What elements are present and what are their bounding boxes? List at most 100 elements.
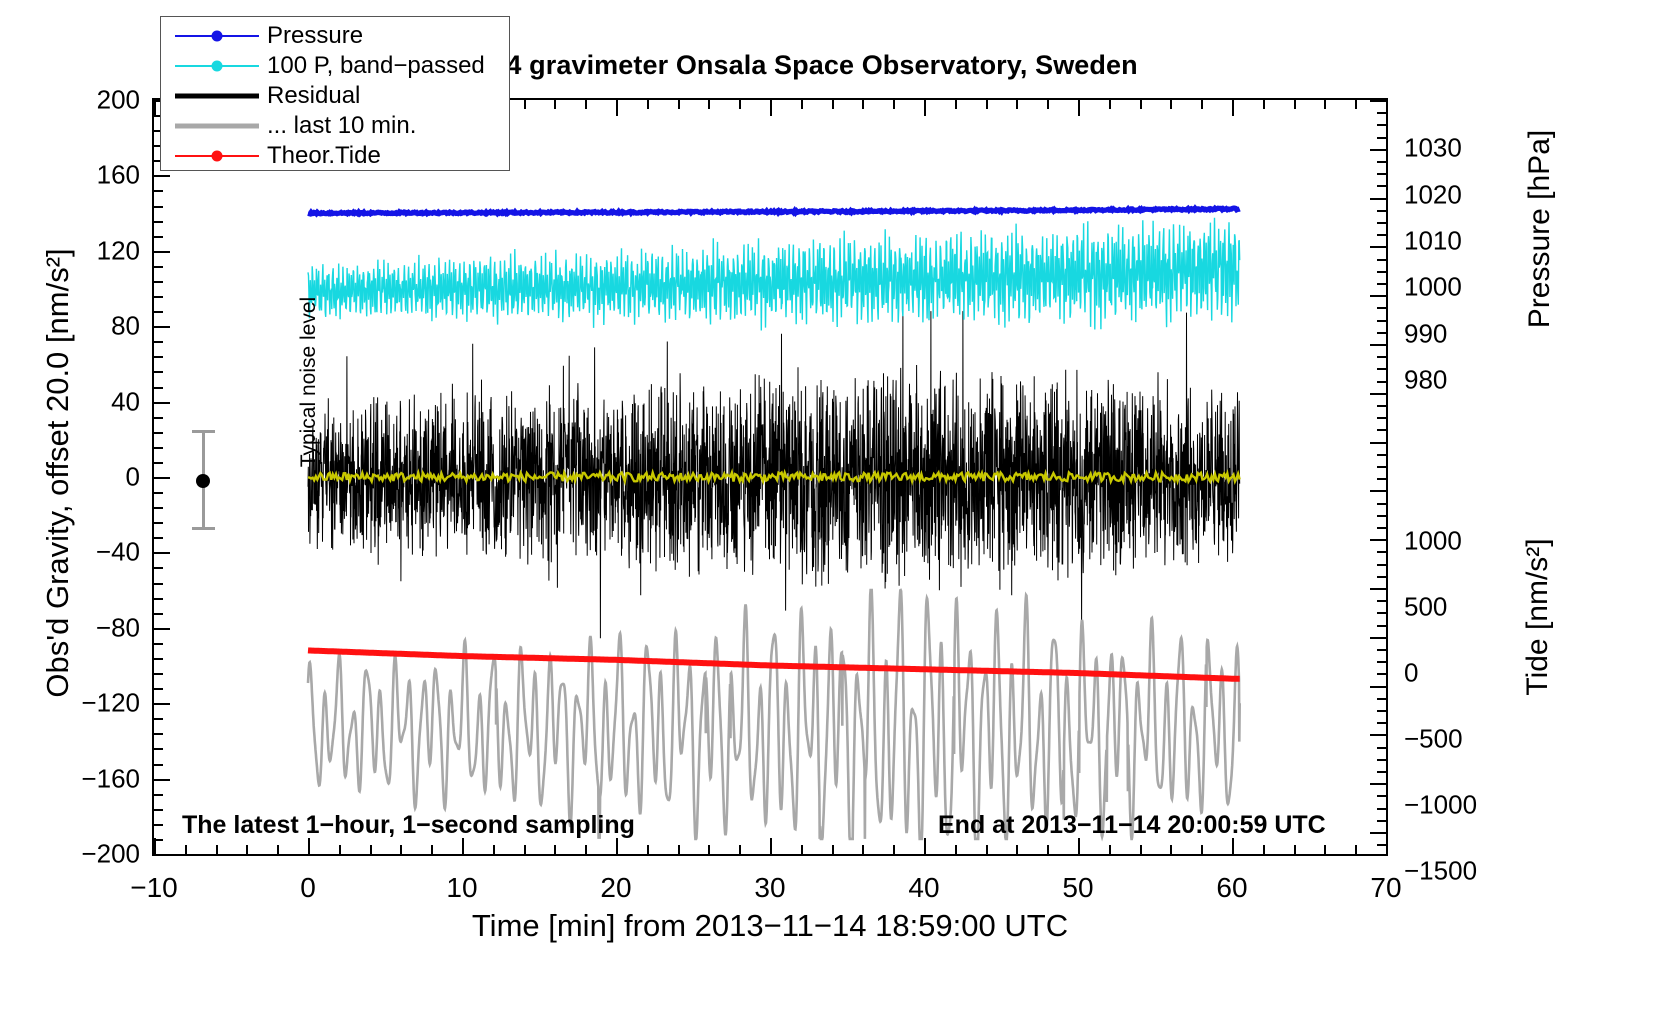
x-axis-tick-mark (1324, 845, 1327, 854)
y-axis-left-tick-mark (154, 838, 163, 841)
y-axis-left-tick-mark (154, 190, 163, 193)
x-axis-tick-mark (1355, 845, 1358, 854)
y-axis-right-tick-mark (1377, 649, 1386, 651)
y-axis-tide-tick-label: 500 (1404, 591, 1448, 622)
y-axis-right-tick-mark (1370, 539, 1386, 542)
x-axis-tick-mark (1201, 845, 1204, 854)
y-axis-right-tick-mark (1377, 746, 1386, 749)
data-traces (306, 204, 1241, 842)
y-axis-left-tick-label: −160 (81, 763, 140, 794)
x-axis-tick-mark (462, 838, 464, 854)
y-axis-right-tick-mark (1377, 624, 1386, 627)
chart-title: SCG_054 gravimeter Onsala Space Observat… (402, 50, 1138, 80)
y-axis-right-tick-mark (1370, 588, 1386, 590)
y-axis-right-tick-mark (1377, 356, 1386, 359)
y-axis-left-tick-mark (154, 823, 163, 826)
x-axis-tick-mark (554, 100, 557, 109)
y-axis-right-tick-mark (1370, 832, 1386, 834)
legend-marker-dot (211, 60, 223, 72)
annotation-sampling: The latest 1−hour, 1−second sampling (182, 811, 635, 839)
x-axis-tick-mark (523, 100, 526, 109)
x-axis-tick-mark (616, 100, 618, 116)
x-axis-tick-mark (154, 100, 156, 116)
x-axis-tick-mark (1293, 845, 1296, 854)
x-axis-tick-mark (215, 845, 218, 854)
y-axis-right-tick-mark (1370, 392, 1386, 395)
legend-item-label: Theor.Tide (267, 142, 381, 169)
y-axis-left-tick-mark (154, 250, 170, 253)
y-axis-right-tick-mark (1370, 295, 1386, 298)
x-axis-tick-mark (1016, 845, 1019, 854)
x-axis-tick-mark (492, 845, 495, 854)
x-axis-tick-mark (1355, 100, 1358, 109)
legend-item[interactable]: ... last 10 min. (161, 111, 509, 141)
x-axis-tick-mark (400, 845, 403, 854)
x-axis-tick-mark (1078, 100, 1080, 116)
x-axis-tick-mark (585, 100, 588, 109)
y-axis-left-tick-mark (154, 582, 163, 585)
legend-swatch-icon (171, 141, 263, 171)
y-axis-left-tick-mark (154, 627, 170, 630)
x-axis-tick-mark (739, 845, 742, 854)
y-axis-left-tick-mark (154, 130, 163, 133)
x-axis-tick-mark (708, 100, 711, 109)
y-axis-left-tick-mark (154, 492, 163, 495)
y-axis-right-tick-mark (1377, 161, 1386, 163)
y-axis-left-tick-mark (154, 461, 163, 464)
bandpassed-pressure-trace (307, 217, 1241, 331)
x-axis-tick-mark (1047, 845, 1050, 854)
noise-bar-cap-bottom (192, 527, 215, 530)
legend-swatch-icon (171, 21, 263, 51)
y-axis-left-tick-mark (154, 386, 163, 389)
x-axis-tick-mark (800, 845, 803, 854)
x-axis-tick-mark (646, 845, 649, 854)
noise-bar-cap-top (192, 430, 215, 433)
x-axis-tick-mark (277, 845, 280, 854)
y-axis-left-tick-mark (154, 341, 163, 344)
legend-item-label: Pressure (267, 22, 364, 49)
x-axis-tick-label: 40 (908, 872, 940, 903)
y-axis-right-tick-mark (1370, 783, 1386, 786)
y-axis-left-tick-mark (154, 808, 163, 811)
legend-item-label: ... last 10 min. (267, 112, 417, 139)
x-axis-tick-mark (893, 845, 896, 854)
y-axis-left-tick-mark (154, 507, 163, 510)
x-axis-tick-mark (739, 100, 742, 109)
x-axis-tick-mark (831, 100, 834, 109)
y-axis-left-tick-mark (154, 718, 163, 721)
y-axis-pressure-tick-label: 990 (1404, 318, 1448, 349)
y-axis-left-tick-mark (154, 416, 163, 419)
y-axis-left-tick-label: 160 (96, 159, 140, 190)
y-axis-right-tick-mark (1377, 380, 1386, 383)
y-axis-left-tick-mark (154, 597, 163, 600)
y-axis-right-tick-mark (1377, 758, 1386, 761)
y-axis-right-tick-mark (1370, 636, 1386, 639)
y-axis-left-tick-mark (154, 115, 163, 118)
y-axis-left-tick-mark (154, 612, 163, 615)
x-axis-tick-mark (1016, 100, 1019, 109)
y-axis-left-tick-mark (154, 205, 163, 208)
x-axis-tick-label: 20 (600, 872, 632, 903)
legend-item[interactable]: Residual (161, 81, 509, 111)
y-axis-right-tick-mark (1370, 490, 1386, 493)
x-axis-tick-mark (1386, 100, 1388, 116)
x-axis-tick-mark (1047, 100, 1050, 109)
legend-item[interactable]: 100 P, band−passed (161, 51, 509, 81)
typical-noise-level-label: Typical noise level (297, 296, 320, 468)
plot-area (152, 98, 1388, 856)
theoretical-tide-trace (307, 647, 1240, 682)
y-axis-right-tick-mark (1370, 441, 1386, 444)
legend-item[interactable]: Theor.Tide (161, 141, 509, 171)
x-axis-tick-mark (985, 845, 988, 854)
y-axis-left-tick-mark (154, 280, 163, 283)
y-axis-right-tick-mark (1377, 453, 1386, 456)
y-axis-right-tick-mark (1377, 478, 1386, 481)
x-axis-tick-mark (954, 845, 957, 854)
y-axis-right-tick-mark (1377, 124, 1386, 127)
x-axis-tick-mark (1324, 100, 1327, 109)
x-axis-tick-mark (677, 845, 680, 854)
y-axis-right-tick-mark (1377, 551, 1386, 554)
legend-item[interactable]: Pressure (161, 21, 509, 51)
x-axis-tick-mark (862, 100, 865, 109)
y-axis-left-tick-label: −200 (81, 838, 140, 869)
